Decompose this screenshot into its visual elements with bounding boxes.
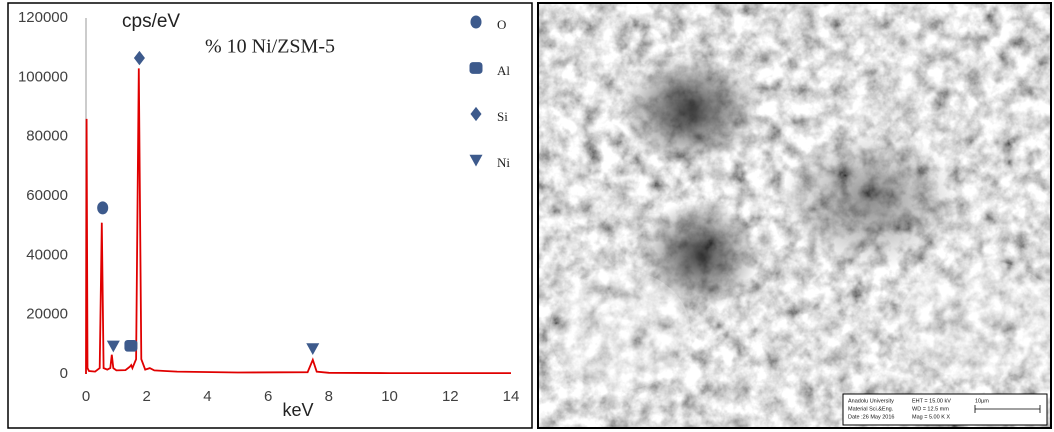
x-tick-label: 6 [264,388,272,405]
x-tick-label: 2 [143,388,151,405]
x-tick-label: 0 [82,388,90,405]
sem-shadow [620,55,760,165]
legend-label: Ni [497,155,510,170]
chart-title: % 10 Ni/ZSM-5 [205,36,335,58]
x-tick-label: 12 [442,388,459,405]
y-tick-label: 20000 [26,306,68,323]
x-tick-label: 14 [503,388,520,405]
sem-info: Date :26 May 2016 [848,414,894,420]
legend-label: O [497,17,506,32]
figure: 0 20000 40000 60000 80000 100000 120000 0 2 4 6 8 10… [0,0,1054,432]
sem-info: Material Sci.&Eng. [848,406,894,412]
legend-label: Al [497,63,510,78]
y-axis-label: cps/eV [122,11,180,32]
x-tick-label: 10 [381,388,398,405]
sem-info: EHT = 15.00 kV [912,398,951,404]
y-tick-label: 40000 [26,246,68,263]
x-tick-label: 4 [203,388,211,405]
legend-symbol [470,62,483,74]
x-tick-label: 8 [325,388,333,405]
page: {"chart_data": {"type": "line", "title":… [0,0,1054,432]
peak-marker [97,201,108,214]
y-tick-label: 80000 [26,128,68,145]
sem-info: Anadolu University [848,398,894,404]
y-tick-label: 60000 [26,187,68,204]
legend-symbol [470,16,481,29]
sem-scale-label: 10µm [975,398,989,404]
sem-info: WD = 12.5 mm [912,406,949,412]
sem-highlight [550,270,690,390]
y-tick-label: 100000 [18,68,68,85]
sem-info: Mag = 5.00 K X [912,414,950,420]
legend-label: Si [497,109,508,124]
sem-highlight [900,260,1054,380]
y-tick-label: 0 [60,365,68,382]
sem-shadow [780,130,960,270]
y-tick-label: 120000 [18,9,68,26]
peak-marker [124,340,137,352]
x-axis-label: keV [282,400,313,420]
sem-image: Anadolu University Material Sci.&Eng. Da… [538,3,1054,428]
